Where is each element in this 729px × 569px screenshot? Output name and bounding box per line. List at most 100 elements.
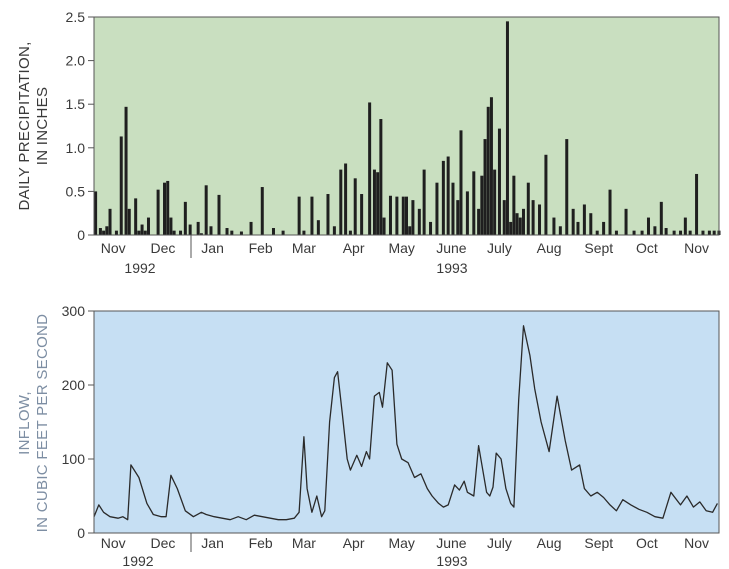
precipitation-year-1993: 1993 (436, 260, 467, 276)
precipitation-bar (515, 213, 519, 235)
precipitation-bar (230, 230, 234, 235)
precipitation-bar (538, 204, 542, 235)
precipitation-bar (701, 230, 705, 235)
precipitation-bar (271, 228, 275, 235)
precipitation-bar (707, 230, 711, 235)
precipitation-month-label: Feb (249, 240, 273, 256)
precipitation-bar (137, 230, 141, 235)
inflow-y-ticks: 0 100 200 300 (62, 303, 94, 541)
inflow-month-label: Feb (249, 535, 273, 551)
precipitation-month-label: May (388, 240, 414, 256)
precipitation-bar (608, 189, 612, 235)
precipitation-bar (624, 208, 628, 235)
precipitation-month-label: Jan (201, 240, 224, 256)
precipitation-bar (558, 226, 562, 235)
inflow-month-label: Sept (584, 535, 613, 551)
inflow-year-1992: 1992 (122, 553, 153, 569)
precipitation-bar (260, 187, 264, 235)
precipitation-bar (368, 102, 372, 236)
precipitation-bar (156, 189, 160, 235)
precipitation-bar (348, 230, 352, 235)
inflow-month-label: Oct (636, 535, 658, 551)
precipitation-month-label: Apr (343, 240, 365, 256)
precipitation-bar (646, 217, 650, 235)
precipitation-bar (576, 221, 580, 235)
precipitation-bar (108, 208, 112, 235)
precipitation-bar (688, 230, 692, 235)
precipitation-bar (571, 208, 575, 235)
precipitation-bar (127, 208, 131, 235)
precipitation-bar (302, 230, 306, 235)
inflow-month-label: July (487, 535, 512, 551)
precipitation-bar (653, 226, 657, 235)
inflow-series-line (93, 325, 718, 521)
precipitation-bar (401, 196, 405, 235)
precipitation-bar (405, 196, 408, 235)
precipitation-bar (310, 196, 314, 235)
inflow-y-tick-label: 0 (77, 525, 85, 541)
precipitation-bar (209, 226, 213, 235)
inflow-month-label: June (436, 535, 467, 551)
precipitation-bar (281, 230, 285, 235)
precipitation-bar (146, 217, 150, 235)
inflow-month-label: Aug (537, 535, 562, 551)
precipitation-bar (183, 201, 187, 235)
precipitation-bar (204, 185, 208, 235)
precipitation-bar (379, 119, 383, 235)
precipitation-bar (94, 191, 98, 235)
precipitation-bar (486, 106, 490, 235)
precipitation-bar (114, 230, 118, 235)
precipitation-y-ticks: 0 0.5 1.0 1.5 2.0 2.5 (66, 9, 94, 243)
precipitation-bar (429, 221, 433, 235)
precipitation-bar (316, 220, 320, 235)
precipitation-bar (480, 175, 484, 235)
precipitation-bar (695, 173, 699, 235)
precipitation-bar (344, 163, 348, 235)
precipitation-bar (435, 182, 439, 235)
precipitation-bar (664, 228, 668, 235)
precipitation-bar (582, 204, 586, 235)
precipitation-month-label: Dec (150, 240, 175, 256)
precipitation-bar (411, 200, 415, 235)
precipitation-bar (451, 182, 455, 235)
precipitation-bar (143, 230, 147, 235)
precipitation-bar (163, 182, 167, 235)
precipitation-bar (531, 200, 535, 235)
precipitation-bar (239, 231, 243, 235)
precipitation-bar (353, 178, 357, 235)
precipitation-bar (552, 217, 556, 235)
precipitation-bar (493, 169, 497, 235)
precipitation-bar (441, 160, 445, 235)
precipitation-bar (679, 230, 683, 235)
precipitation-bar (166, 180, 170, 235)
precipitation-bar (489, 97, 493, 235)
precipitation-month-label: Oct (636, 240, 658, 256)
inflow-month-label: Nov (684, 535, 709, 551)
precipitation-bar (456, 200, 460, 235)
precipitation-bar (124, 106, 128, 235)
precipitation-bar (196, 221, 200, 235)
precipitation-bar (512, 175, 516, 235)
precipitation-month-label: June (436, 240, 467, 256)
precipitation-bar (483, 139, 487, 235)
precipitation-bar (339, 169, 343, 235)
precipitation-bar (297, 196, 301, 235)
precipitation-bar (477, 208, 481, 235)
precipitation-bar (595, 230, 599, 235)
precipitation-bar (179, 230, 183, 235)
precipitation-bar (683, 217, 687, 235)
precipitation-bar (225, 228, 229, 235)
precipitation-bar (249, 221, 253, 235)
precipitation-month-label: July (487, 240, 512, 256)
precipitation-bar (199, 233, 203, 235)
precipitation-bar (502, 200, 506, 235)
inflow-y-axis-label-line1: INFLOW, (16, 391, 33, 455)
inflow-month-label: Apr (343, 535, 365, 551)
precipitation-y-tick-label: 2.5 (66, 9, 86, 25)
precipitation-bar (712, 230, 716, 235)
precipitation-bar (632, 230, 636, 235)
precipitation-bar (614, 230, 618, 235)
precipitation-month-labels: Nov Dec Jan Feb Mar Apr May June July Aug Sept Oct N… (101, 240, 709, 256)
precipitation-bar (140, 224, 144, 235)
